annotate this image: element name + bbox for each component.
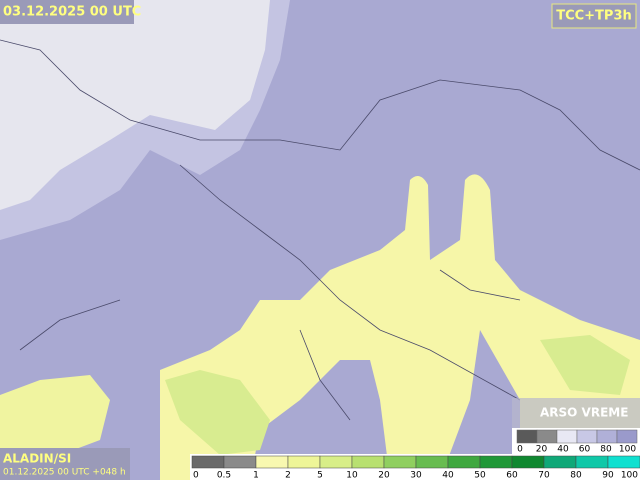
legend-swatch — [479, 455, 513, 469]
legend-swatch — [287, 455, 321, 469]
time-box — [0, 0, 134, 24]
legend-label: 60 — [506, 471, 518, 480]
legend-swatch — [607, 455, 640, 469]
precipitation — [0, 375, 110, 455]
legend-label: 70 — [538, 471, 550, 480]
valid-time: 03.12.2025 00 UTC — [3, 5, 141, 20]
legend-swatch — [543, 455, 577, 469]
legend-swatch — [516, 429, 538, 444]
legend-swatch — [383, 455, 417, 469]
precipitation — [165, 370, 270, 455]
legend-label: 0 — [193, 471, 199, 480]
legend-label: 2 — [285, 471, 291, 480]
legend-label: 40 — [557, 445, 569, 455]
legend-swatch — [223, 455, 257, 469]
legend-label: 1 — [253, 471, 259, 480]
legend-swatch — [415, 455, 449, 469]
legend-swatch — [576, 429, 598, 444]
clear-area — [0, 0, 270, 210]
legend-swatch — [511, 455, 545, 469]
border — [0, 39, 640, 421]
brand: ARSO VREME — [540, 406, 628, 420]
legend-swatch — [536, 429, 558, 444]
run: 01.12.2025 00 UTC +048 h — [3, 468, 126, 478]
brand-box — [512, 398, 640, 428]
legend-label: 20 — [536, 445, 548, 455]
legend-swatch — [191, 455, 225, 469]
legend-swatch — [447, 455, 481, 469]
legend-swatch — [255, 455, 289, 469]
legend-label: 20 — [378, 471, 390, 480]
legend-swatch — [351, 455, 385, 469]
legend-swatch — [616, 429, 638, 444]
product-box — [551, 3, 637, 29]
legend-label: 100 — [619, 445, 636, 455]
legend-swatch — [575, 455, 609, 469]
legend-label: 90 — [602, 471, 614, 480]
legend-label: 0 — [517, 445, 523, 455]
product: TCC+TP3h — [556, 9, 632, 24]
legend-label: 40 — [442, 471, 454, 480]
legend-swatch — [319, 455, 353, 469]
legend-label: 80 — [570, 471, 582, 480]
legend-label: 0.5 — [217, 471, 231, 480]
legend-label: 10 — [346, 471, 358, 480]
legend-swatch — [556, 429, 578, 444]
legend-label: 100 — [621, 471, 638, 480]
legend-label: 30 — [410, 471, 422, 480]
legend-label: 80 — [600, 445, 612, 455]
legend-label: 50 — [474, 471, 486, 480]
legend-label: 60 — [579, 445, 591, 455]
precipitation — [540, 335, 630, 395]
legend-label: 5 — [317, 471, 323, 480]
model: ALADIN/SI — [3, 452, 71, 466]
model-box — [0, 448, 130, 480]
legend-swatch — [596, 429, 618, 444]
